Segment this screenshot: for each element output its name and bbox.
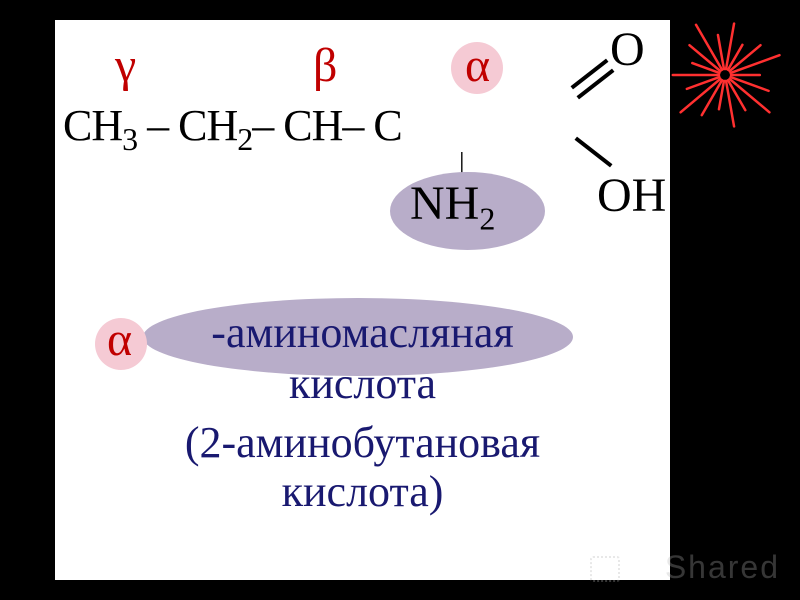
hydroxyl: OH [597, 168, 666, 223]
watermark-text: Shared [665, 549, 780, 586]
name-line1: -аминомасляная [211, 308, 513, 357]
oxygen: O [610, 22, 645, 77]
nh: NH [410, 177, 479, 230]
nh2-sub: 2 [479, 201, 495, 237]
beta-label: β [313, 38, 337, 93]
dash1: – [137, 101, 178, 150]
iupac-line1: (2-аминобутановая [185, 418, 540, 467]
dash2: – [252, 101, 283, 150]
carbon-chain: CH3 – CH2– CH– C [63, 100, 402, 158]
iupac-name: (2-аминобутановая кислота) [55, 409, 670, 516]
dash3: – [342, 101, 373, 150]
alpha-label: α [465, 38, 490, 93]
sub3: 3 [122, 121, 137, 157]
double-bond-2 [577, 69, 615, 100]
amino-group: NH2 [410, 176, 495, 238]
sub2: 2 [237, 121, 252, 157]
ch3: CH [63, 101, 122, 150]
chemistry-panel: γ β α CH3 – CH2– CH– C O OH | NH2 α -ами… [55, 20, 670, 580]
watermark-icon [590, 556, 620, 582]
gamma-label: γ [115, 38, 136, 93]
compound-name: -аминомасляная кислота [55, 308, 670, 409]
single-bond-oh [575, 137, 613, 168]
title-area: α -аминомасляная кислота (2-аминобутанов… [55, 280, 670, 516]
iupac-line2: кислота) [282, 467, 444, 516]
firework-decoration [660, 10, 790, 140]
formula-area: γ β α CH3 – CH2– CH– C O OH | NH2 [55, 20, 670, 280]
ch: CH [283, 101, 342, 150]
ch2: CH [178, 101, 237, 150]
name-line2: кислота [289, 359, 436, 408]
c-carboxyl: C [373, 101, 401, 150]
